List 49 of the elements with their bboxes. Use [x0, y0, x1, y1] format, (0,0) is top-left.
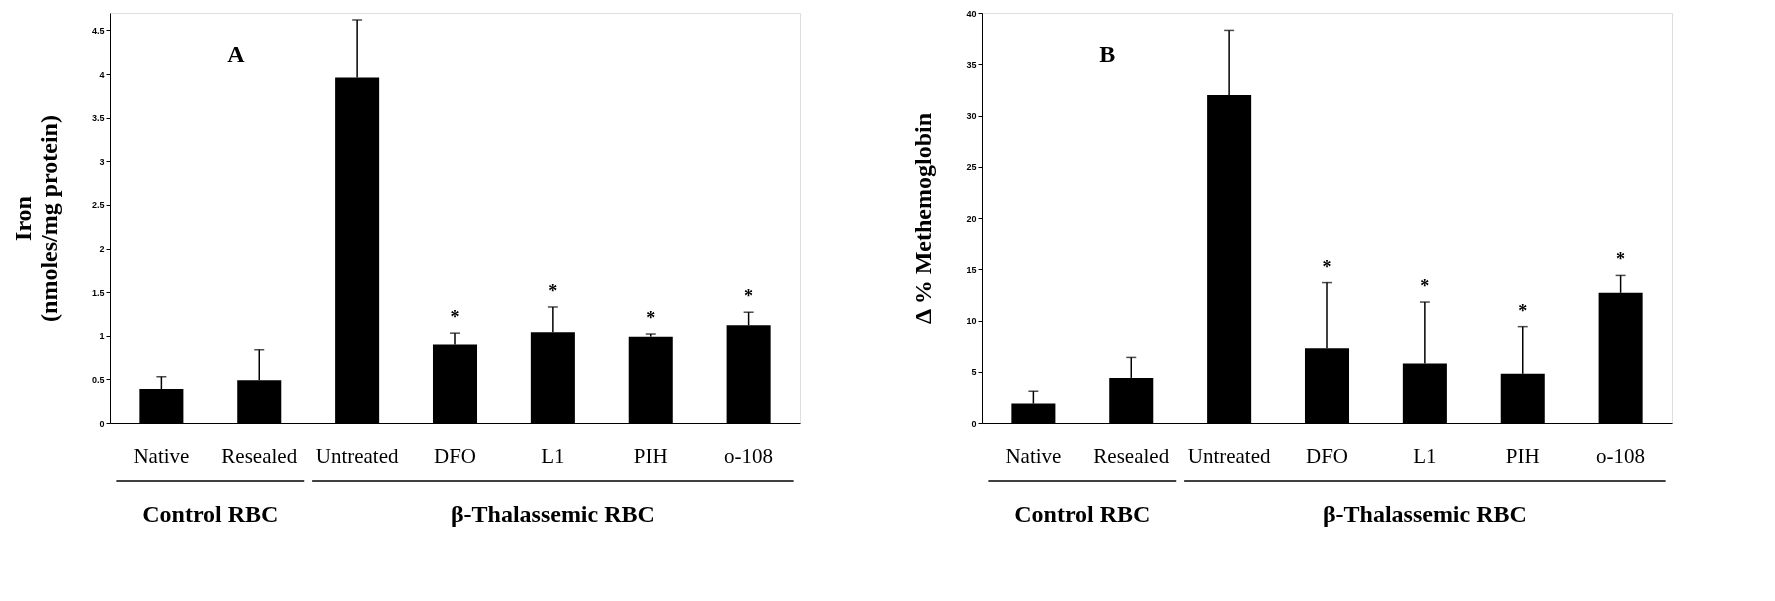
text: β-Thalassemic RBC	[1322, 501, 1527, 527]
text: Control RBC	[142, 501, 279, 527]
x-tick-label: o-108	[1596, 443, 1646, 468]
y-tick-label: 2.5	[91, 200, 105, 211]
x-tick-label: PIH	[633, 443, 668, 468]
x-tick-label: DFO	[433, 443, 477, 468]
y-tick-label: 10	[966, 316, 977, 326]
annotation: *	[1420, 276, 1430, 297]
annotation: *	[1322, 256, 1332, 277]
x-tick-label: o-108	[724, 443, 774, 468]
x-tick-label: DFO	[1305, 443, 1349, 468]
x-tick-label: Native	[133, 443, 190, 468]
annotation: B	[1099, 41, 1116, 67]
annotation: *	[646, 308, 656, 329]
x-tick-label: Resealed	[1093, 443, 1170, 468]
y-tick-label: 5	[971, 367, 977, 378]
y-tick-label: 3.5	[91, 113, 105, 124]
y-tick-label: 40	[966, 8, 977, 19]
x-tick-label: L1	[1413, 443, 1437, 468]
y-tick-label: 35	[966, 59, 977, 70]
text: Control RBC	[1014, 501, 1151, 527]
y-tick-label: 2	[99, 244, 105, 255]
x-tick-label: PIH	[1505, 443, 1540, 468]
annotation: *	[744, 286, 754, 307]
y-axis-title: Iron (nmoles/mg protein)	[9, 115, 62, 322]
y-tick-label: 0.5	[91, 374, 105, 385]
y-tick-label: 1	[99, 331, 105, 342]
annotation: A	[227, 41, 246, 67]
annotation: *	[1518, 300, 1528, 321]
y-tick-label: 25	[966, 162, 977, 173]
y-tick-label: 0	[971, 418, 977, 429]
x-tick-label: Native	[1005, 443, 1062, 468]
text: β-Thalassemic RBC	[450, 501, 655, 527]
annotation: *	[450, 307, 460, 328]
x-tick-label: L1	[541, 443, 565, 468]
annotation: *	[1616, 249, 1626, 270]
y-tick-label: 15	[966, 264, 977, 275]
x-tick-label: Resealed	[221, 443, 298, 468]
y-tick-label: 4	[99, 69, 105, 80]
y-tick-label: 3	[99, 156, 105, 167]
y-axis-title: Δ % Methemoglobin	[910, 112, 937, 325]
x-tick-label: Untreated	[1187, 443, 1272, 468]
y-tick-label: 1.5	[91, 287, 105, 298]
y-tick-label: 30	[966, 111, 977, 121]
y-tick-label: 0	[99, 418, 105, 429]
x-tick-label: Untreated	[315, 443, 400, 468]
y-tick-label: 20	[966, 213, 977, 224]
y-tick-label: 4.5	[91, 25, 105, 36]
annotation: *	[548, 280, 558, 301]
